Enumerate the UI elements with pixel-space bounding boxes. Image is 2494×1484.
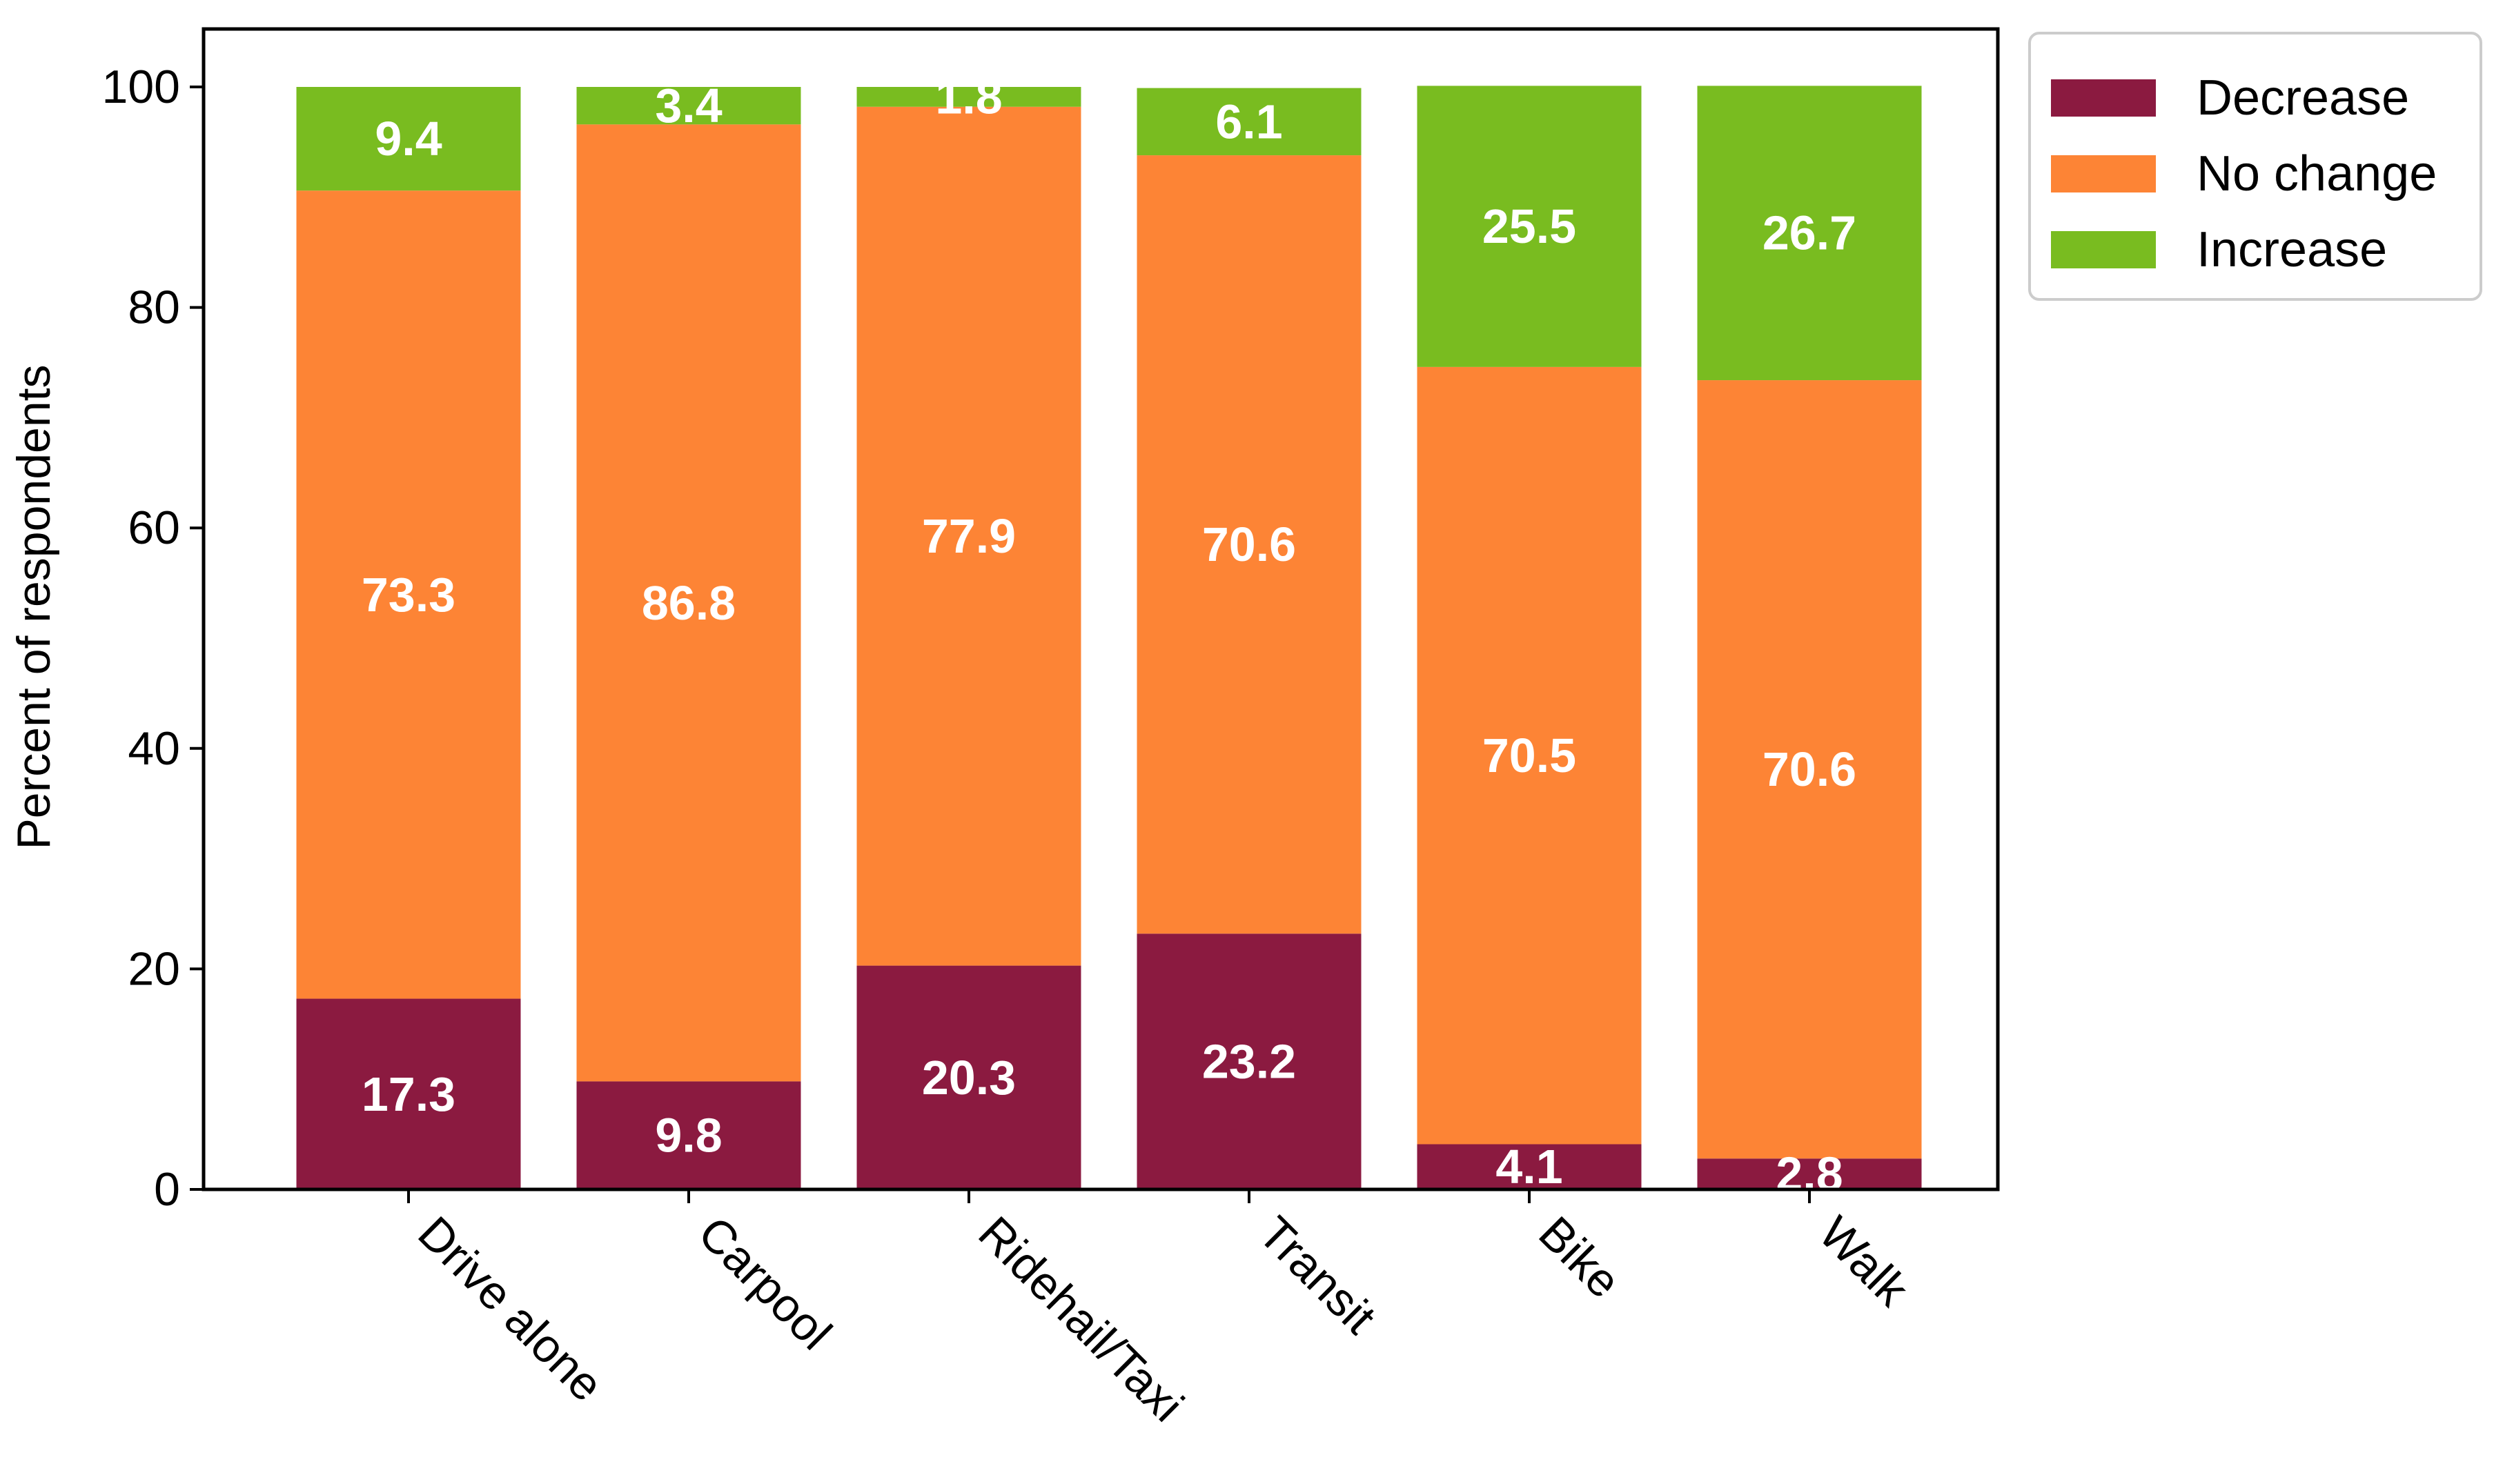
x-tick-label-transit: Transit <box>1248 1207 1386 1344</box>
data-label-transit-increase: 6.1 <box>1215 95 1282 148</box>
bar-drive-alone-increase <box>296 87 521 191</box>
bar-transit-increase <box>1137 88 1362 156</box>
x-tick-label-bike: Bike <box>1529 1207 1630 1308</box>
legend: Decrease No change Increase <box>2028 32 2482 301</box>
bar-walk-no-change <box>1697 380 1922 1159</box>
bar-carpool-increase <box>576 87 801 125</box>
bar-drive-alone-no-change <box>296 190 521 999</box>
plot-frame <box>202 27 2000 1191</box>
legend-label-increase: Increase <box>2197 222 2387 277</box>
y-tick-label: 80 <box>128 281 180 334</box>
x-tick-label-ridehail-taxi: Ridehail/Taxi <box>968 1207 1193 1432</box>
y-tick-label: 0 <box>154 1163 180 1216</box>
data-label-drive-alone-no-change: 73.3 <box>362 568 455 622</box>
bar-bike-decrease <box>1417 1144 1642 1189</box>
y-tick-label: 60 <box>128 502 180 554</box>
bar-transit-decrease <box>1137 933 1362 1189</box>
legend-swatch-increase <box>2051 231 2156 268</box>
data-label-walk-no-change: 70.6 <box>1763 742 1856 796</box>
data-label-drive-alone-decrease: 17.3 <box>362 1067 455 1121</box>
data-label-ridehail-taxi-no-change: 77.9 <box>922 509 1016 563</box>
bar-transit-no-change <box>1137 155 1362 934</box>
data-label-carpool-increase: 3.4 <box>655 79 722 132</box>
data-label-transit-no-change: 70.6 <box>1202 517 1296 571</box>
data-label-bike-increase: 25.5 <box>1482 199 1576 253</box>
bar-drive-alone-decrease <box>296 998 521 1189</box>
bar-bike-no-change <box>1417 366 1642 1145</box>
bar-bike-increase <box>1417 86 1642 367</box>
x-tick-label-carpool: Carpool <box>688 1207 841 1360</box>
data-label-carpool-no-change: 86.8 <box>642 576 736 630</box>
legend-label-decrease: Decrease <box>2197 70 2409 126</box>
x-tick-label-walk: Walk <box>1809 1207 1919 1317</box>
data-label-carpool-decrease: 9.8 <box>655 1109 722 1163</box>
data-label-ridehail-taxi-increase: 1.8 <box>935 70 1002 123</box>
data-label-ridehail-taxi-decrease: 20.3 <box>922 1051 1016 1105</box>
legend-label-no-change: No change <box>2197 146 2437 201</box>
bars-layer <box>296 86 1922 1189</box>
bar-ridehail-taxi-no-change <box>856 106 1081 966</box>
data-label-drive-alone-increase: 9.4 <box>375 112 442 166</box>
bar-ridehail-taxi-decrease <box>856 965 1081 1189</box>
bar-carpool-decrease <box>576 1081 801 1189</box>
data-label-transit-decrease: 23.2 <box>1202 1035 1296 1089</box>
bar-walk-decrease <box>1697 1158 1922 1189</box>
bar-carpool-no-change <box>576 124 801 1082</box>
y-tick-label: 20 <box>128 942 180 995</box>
data-label-walk-increase: 26.7 <box>1763 206 1856 260</box>
legend-swatch-decrease <box>2051 79 2156 117</box>
bar-ridehail-taxi-increase <box>856 87 1081 107</box>
y-tick-label: 40 <box>128 722 180 775</box>
data-label-bike-decrease: 4.1 <box>1495 1140 1562 1194</box>
legend-swatch-no-change <box>2051 155 2156 192</box>
y-axis-label: Percent of respondents <box>8 364 60 849</box>
data-labels-layer: 17.3 73.3 9.4 9.8 86.8 3.4 20.3 77.9 1.8 23.2 70.6… <box>362 70 1856 1200</box>
bar-walk-increase <box>1697 86 1922 381</box>
x-tick-label-drive-alone: Drive alone <box>408 1207 613 1412</box>
y-tick-label: 100 <box>102 61 180 113</box>
data-label-bike-no-change: 70.5 <box>1482 729 1576 782</box>
